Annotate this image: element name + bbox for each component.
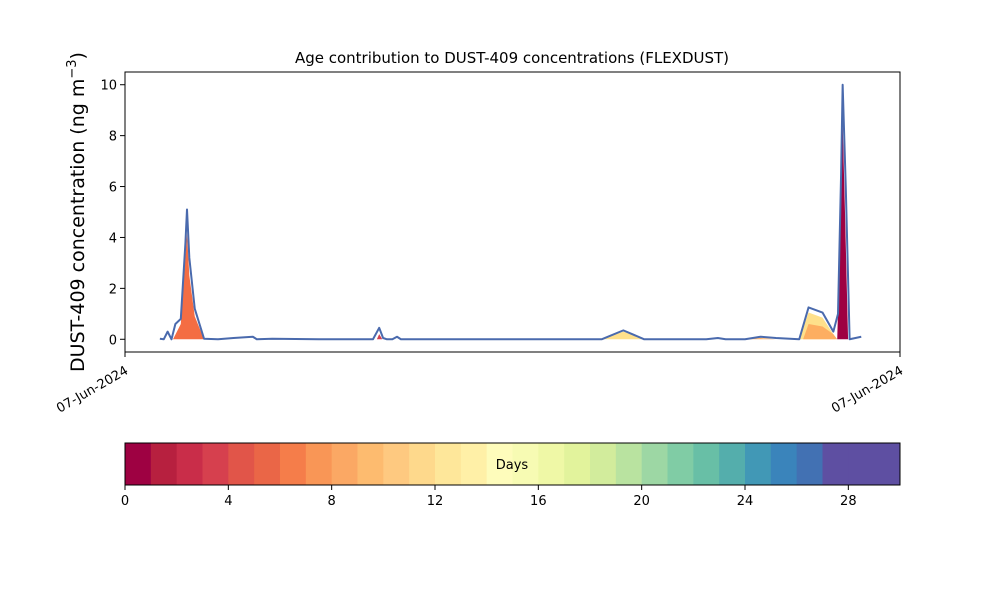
colorbar-swatch [615,443,643,485]
colorbar-swatch [590,443,617,485]
colorbar-swatch [512,443,539,485]
colorbar-swatch [228,443,255,485]
y-tick-label: 6 [109,181,117,196]
colorbar-tick-label: 0 [121,494,129,509]
colorbar-swatch [409,443,436,485]
area-bands [173,122,849,340]
y-tick-label: 2 [109,282,117,297]
colorbar-swatch [176,443,203,485]
colorbar-swatch [150,443,178,485]
y-tick-label: 0 [109,333,117,348]
y-axis-label-superscript: −3 [65,59,80,78]
plot-frame [124,71,901,353]
chart-title: Age contribution to DUST-409 concentrati… [295,49,729,67]
colorbar-swatch [796,443,823,485]
colorbar-label: Days [496,458,529,473]
colorbar-swatch [822,443,849,485]
y-axis-ticks: 0 2 4 6 8 10 [100,79,125,348]
y-tick-label: 4 [109,231,117,246]
colorbar-swatch [874,443,901,485]
colorbar-swatch [564,443,591,485]
y-tick-label: 8 [109,130,117,145]
x-tick-label: 07-Jun-2024 [829,363,906,416]
colorbar-swatch [641,443,668,485]
area-band-young-2 [376,334,383,340]
x-tick-label: 07-Jun-2024 [54,363,131,416]
colorbar-tick-label: 4 [224,494,232,509]
area-band-early [173,232,205,340]
colorbar-swatch [125,443,152,485]
colorbar-swatch [667,443,694,485]
colorbar-swatch [435,443,462,485]
colorbar-tick-label: 28 [840,494,857,509]
y-tick-label: 10 [100,79,117,94]
colorbar-tick-label: 20 [633,494,650,509]
colorbar-swatch [305,443,333,485]
colorbar-swatch [357,443,384,485]
colorbar-swatch [693,443,720,485]
x-axis-ticks: 07-Jun-2024 07-Jun-2024 [54,352,906,416]
colorbar-tick-label: 12 [427,494,444,509]
colorbar [124,442,901,486]
colorbar-swatch [280,443,307,485]
colorbar-swatch [460,443,488,485]
colorbar-swatch [770,443,798,485]
colorbar-swatch [254,443,281,485]
total-line-layer [159,83,862,341]
colorbar-tick-label: 16 [530,494,547,509]
colorbar-swatch [719,443,746,485]
colorbar-swatch [486,443,513,485]
area-band-young [837,122,849,340]
total-concentration-line [159,83,862,341]
colorbar-swatch [745,443,772,485]
colorbar-frame [124,442,901,486]
colorbar-ticks: 0 4 8 12 16 20 24 28 [121,485,857,509]
y-axis-label: DUST-409 concentration (ng m−3) [65,52,89,372]
colorbar-swatch [331,443,358,485]
colorbar-swatch [202,443,229,485]
colorbar-tick-label: 24 [737,494,754,509]
colorbar-swatch [383,443,410,485]
area-band-mid [803,324,838,340]
colorbar-swatch [538,443,565,485]
colorbar-swatch [848,443,875,485]
colorbar-tick-label: 8 [328,494,336,509]
